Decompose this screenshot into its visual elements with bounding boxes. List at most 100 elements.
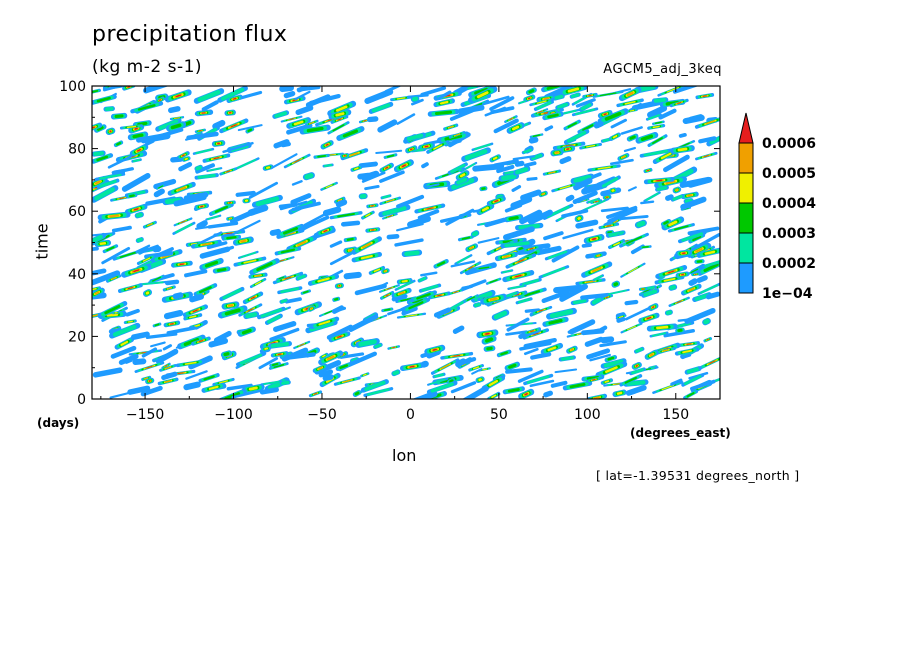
rain-streak bbox=[219, 118, 249, 134]
rain-streak bbox=[395, 296, 418, 303]
rain-streak bbox=[600, 336, 615, 344]
rain-streak bbox=[555, 101, 570, 111]
rain-streak bbox=[343, 236, 357, 243]
rain-streak bbox=[659, 98, 686, 108]
rain-streak bbox=[366, 203, 379, 209]
rain-streak bbox=[590, 295, 605, 306]
rain-streak bbox=[360, 379, 389, 393]
rain-streak bbox=[579, 101, 594, 112]
rain-streak bbox=[697, 282, 720, 296]
rain-streak bbox=[95, 172, 126, 181]
rain-streak bbox=[191, 336, 211, 346]
rain-streak bbox=[691, 272, 701, 277]
rain-streak bbox=[630, 244, 645, 255]
rain-streak bbox=[96, 178, 120, 189]
rain-streak bbox=[401, 249, 423, 257]
rain-streak bbox=[103, 106, 115, 112]
rain-streak bbox=[124, 203, 148, 215]
rain-streak bbox=[675, 271, 690, 278]
rain-streak bbox=[249, 258, 280, 276]
rain-streak bbox=[522, 328, 550, 340]
rain-streak bbox=[507, 284, 527, 290]
rain-streak bbox=[326, 324, 353, 340]
rain-streak bbox=[121, 172, 151, 192]
rain-streak bbox=[219, 167, 238, 176]
rain-streak bbox=[222, 141, 254, 154]
rain-streak bbox=[471, 368, 483, 375]
rain-streak bbox=[176, 151, 190, 160]
rain-streak bbox=[684, 307, 716, 325]
rain-streak bbox=[475, 376, 485, 384]
rain-streak bbox=[305, 94, 331, 108]
rain-streak bbox=[192, 147, 215, 155]
rain-streak bbox=[560, 145, 576, 153]
rain-streak bbox=[334, 196, 346, 204]
rain-streak bbox=[217, 86, 248, 103]
rain-streak bbox=[626, 133, 639, 142]
rain-streak bbox=[110, 345, 137, 359]
y-tick-label: 40 bbox=[68, 267, 86, 283]
rain-streak bbox=[238, 303, 263, 317]
rain-streak bbox=[433, 307, 452, 318]
rain-streak bbox=[184, 269, 208, 278]
rain-streak bbox=[617, 230, 626, 236]
rain-streak bbox=[683, 389, 699, 399]
rain-streak bbox=[286, 117, 311, 129]
rain-streak bbox=[314, 360, 342, 375]
rain-streak bbox=[313, 153, 330, 159]
rain-streak bbox=[703, 337, 712, 343]
rain-streak bbox=[408, 390, 438, 399]
rain-streak bbox=[523, 161, 537, 168]
rain-streak bbox=[687, 176, 713, 188]
rain-streak bbox=[279, 380, 291, 386]
rain-streak bbox=[420, 86, 447, 97]
rain-streak bbox=[590, 199, 603, 204]
rain-streak bbox=[367, 116, 379, 123]
rain-streak bbox=[414, 203, 446, 214]
chart-title: precipitation flux bbox=[92, 22, 288, 47]
rain-streak bbox=[276, 228, 305, 239]
rain-streak bbox=[105, 127, 116, 135]
rain-streak bbox=[448, 131, 466, 139]
rain-streak bbox=[600, 206, 629, 213]
rain-streak bbox=[609, 132, 621, 141]
rain-streak bbox=[541, 290, 570, 304]
rain-streak bbox=[183, 313, 203, 321]
rain-streak bbox=[335, 199, 348, 208]
rain-streak bbox=[92, 185, 119, 203]
rain-streak bbox=[432, 372, 446, 379]
rain-streak bbox=[194, 164, 203, 172]
rain-streak bbox=[655, 346, 676, 355]
rain-streak bbox=[358, 193, 368, 200]
rain-streak bbox=[268, 362, 289, 370]
rain-streak bbox=[136, 136, 146, 143]
rain-streak bbox=[478, 367, 491, 372]
rain-streak bbox=[113, 140, 124, 148]
rain-streak bbox=[606, 230, 626, 238]
rain-streak bbox=[686, 242, 712, 258]
x-tick-label: −100 bbox=[214, 407, 252, 423]
rain-streak bbox=[551, 245, 580, 263]
rain-streak bbox=[172, 292, 184, 300]
rain-streak bbox=[639, 245, 652, 249]
rain-streak bbox=[355, 338, 380, 348]
rain-streak bbox=[542, 111, 564, 121]
rain-streak bbox=[616, 316, 626, 323]
rain-streak bbox=[365, 227, 381, 233]
rain-streak bbox=[510, 196, 533, 209]
rain-streak bbox=[145, 377, 155, 385]
rain-streak bbox=[530, 352, 552, 360]
rain-streak bbox=[308, 390, 323, 398]
rain-streak bbox=[401, 306, 418, 316]
rain-streak bbox=[627, 186, 637, 192]
rain-streak bbox=[528, 209, 553, 225]
rain-streak bbox=[111, 225, 132, 233]
rain-streak bbox=[680, 191, 699, 200]
rain-streak bbox=[670, 145, 695, 154]
x-tick-label: 0 bbox=[406, 407, 415, 423]
rain-streak bbox=[183, 381, 201, 391]
rain-streak bbox=[339, 352, 365, 359]
rain-streak bbox=[583, 234, 605, 244]
rain-streak bbox=[498, 172, 520, 182]
rain-streak bbox=[169, 116, 185, 121]
